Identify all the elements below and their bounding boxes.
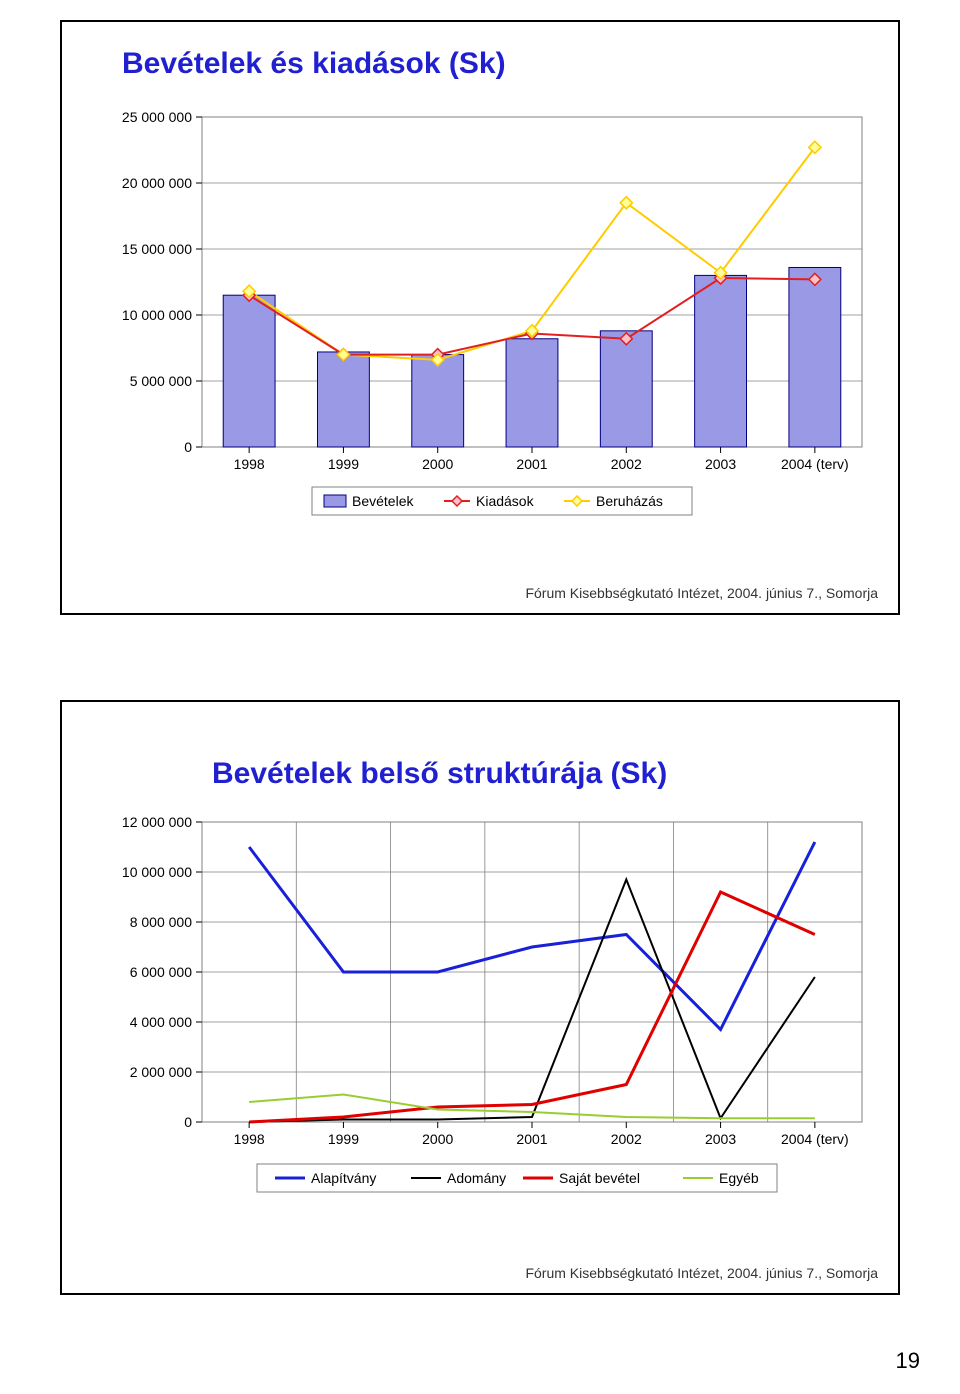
- svg-text:Kiadások: Kiadások: [476, 493, 535, 509]
- svg-text:10 000 000: 10 000 000: [122, 307, 192, 323]
- svg-text:25 000 000: 25 000 000: [122, 109, 192, 125]
- top-panel: Bevételek és kiadások (Sk) 0 5 000 000 10 …: [60, 20, 900, 615]
- svg-text:10 000 000: 10 000 000: [122, 864, 192, 880]
- top-footer: Fórum Kisebbségkutató Intézet, 2004. jún…: [525, 585, 878, 601]
- svg-text:Beruházás: Beruházás: [596, 493, 663, 509]
- svg-text:2001: 2001: [516, 1131, 547, 1147]
- top-chart-svg: 0 5 000 000 10 000 000 15 000 000 20 000 000…: [82, 107, 882, 547]
- svg-text:1998: 1998: [234, 456, 265, 472]
- svg-text:2000: 2000: [422, 456, 453, 472]
- svg-text:6 000 000: 6 000 000: [130, 964, 192, 980]
- svg-text:12 000 000: 12 000 000: [122, 814, 192, 830]
- svg-text:5 000 000: 5 000 000: [130, 373, 192, 389]
- svg-text:Adomány: Adomány: [447, 1170, 506, 1186]
- svg-text:2003: 2003: [705, 1131, 736, 1147]
- svg-text:Egyéb: Egyéb: [719, 1170, 759, 1186]
- bottom-panel: Bevételek belső struktúrája (Sk) 0 2 000 …: [60, 700, 900, 1295]
- svg-text:Alapítvány: Alapítvány: [311, 1170, 376, 1186]
- svg-text:2002: 2002: [611, 1131, 642, 1147]
- svg-text:2 000 000: 2 000 000: [130, 1064, 192, 1080]
- page: Bevételek és kiadások (Sk) 0 5 000 000 10 …: [0, 0, 960, 1394]
- top-chart-title: Bevételek és kiadások (Sk): [122, 47, 506, 81]
- svg-text:2003: 2003: [705, 456, 736, 472]
- svg-text:0: 0: [184, 1114, 192, 1130]
- svg-text:2004 (terv): 2004 (terv): [781, 456, 849, 472]
- svg-text:Saját bevétel: Saját bevétel: [559, 1170, 640, 1186]
- svg-text:1999: 1999: [328, 456, 359, 472]
- svg-text:2002: 2002: [611, 456, 642, 472]
- bottom-chart-svg: 0 2 000 000 4 000 000 6 000 000 8 000 000 10 …: [82, 812, 882, 1232]
- svg-text:2000: 2000: [422, 1131, 453, 1147]
- page-number: 19: [896, 1348, 920, 1374]
- svg-text:1998: 1998: [234, 1131, 265, 1147]
- svg-text:Bevételek: Bevételek: [352, 493, 414, 509]
- svg-text:20 000 000: 20 000 000: [122, 175, 192, 191]
- svg-text:4 000 000: 4 000 000: [130, 1014, 192, 1030]
- svg-text:0: 0: [184, 439, 192, 455]
- svg-text:2001: 2001: [516, 456, 547, 472]
- svg-text:1999: 1999: [328, 1131, 359, 1147]
- bottom-chart-title: Bevételek belső struktúrája (Sk): [212, 757, 667, 791]
- svg-text:2004 (terv): 2004 (terv): [781, 1131, 849, 1147]
- bottom-footer: Fórum Kisebbségkutató Intézet, 2004. jún…: [525, 1265, 878, 1281]
- svg-text:8 000 000: 8 000 000: [130, 914, 192, 930]
- svg-text:15 000 000: 15 000 000: [122, 241, 192, 257]
